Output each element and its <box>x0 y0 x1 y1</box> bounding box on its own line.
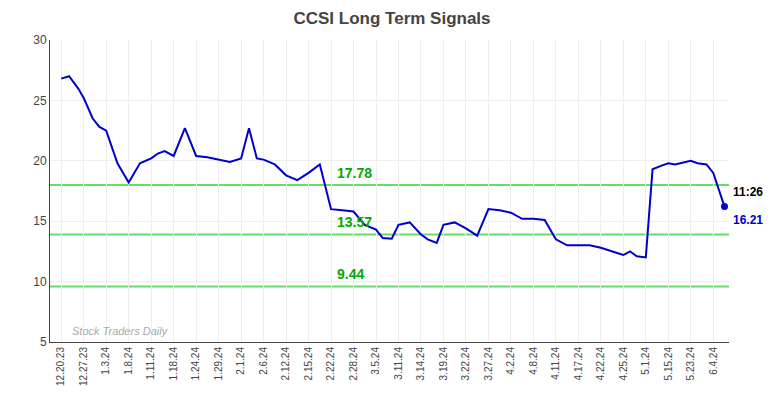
svg-text:20: 20 <box>33 154 47 168</box>
svg-text:2.12.24: 2.12.24 <box>280 347 291 381</box>
svg-text:4.25.24: 4.25.24 <box>618 347 629 381</box>
svg-text:10: 10 <box>33 275 47 289</box>
svg-text:Stock Traders Daily: Stock Traders Daily <box>72 325 169 337</box>
svg-text:9.44: 9.44 <box>337 266 364 282</box>
svg-text:4.2.24: 4.2.24 <box>505 347 516 375</box>
svg-text:2.15.24: 2.15.24 <box>303 347 314 381</box>
svg-text:3.27.24: 3.27.24 <box>483 347 494 381</box>
svg-text:5: 5 <box>40 335 47 349</box>
svg-text:5.23.24: 5.23.24 <box>685 347 696 381</box>
svg-text:1.24.24: 1.24.24 <box>190 347 201 381</box>
svg-text:5.1.24: 5.1.24 <box>640 347 651 375</box>
svg-text:4.22.24: 4.22.24 <box>595 347 606 381</box>
svg-text:3.5.24: 3.5.24 <box>370 347 381 375</box>
svg-text:2.22.24: 2.22.24 <box>325 347 336 381</box>
svg-text:4.11.24: 4.11.24 <box>550 347 561 380</box>
svg-text:5.15.24: 5.15.24 <box>663 347 674 381</box>
svg-text:12.20.23: 12.20.23 <box>55 347 66 386</box>
svg-text:2.28.24: 2.28.24 <box>348 347 359 381</box>
svg-text:25: 25 <box>33 94 47 108</box>
svg-text:4.17.24: 4.17.24 <box>573 347 584 381</box>
svg-text:30: 30 <box>33 33 47 47</box>
svg-text:1.18.24: 1.18.24 <box>168 347 179 381</box>
svg-text:12.27.23: 12.27.23 <box>78 347 89 386</box>
svg-text:1.11.24: 1.11.24 <box>145 347 156 380</box>
svg-text:1.8.24: 1.8.24 <box>123 347 134 375</box>
svg-text:11:26: 11:26 <box>733 185 763 199</box>
svg-text:3.22.24: 3.22.24 <box>460 347 471 381</box>
svg-text:3.11.24: 3.11.24 <box>393 347 404 380</box>
svg-text:6.4.24: 6.4.24 <box>708 347 719 375</box>
svg-text:3.19.24: 3.19.24 <box>438 347 449 381</box>
svg-text:CCSI Long Term Signals: CCSI Long Term Signals <box>293 9 490 28</box>
svg-text:2.6.24: 2.6.24 <box>258 347 269 375</box>
svg-text:17.78: 17.78 <box>337 165 372 181</box>
svg-text:1.29.24: 1.29.24 <box>213 347 224 381</box>
svg-text:15: 15 <box>33 214 47 228</box>
svg-text:16.21: 16.21 <box>733 213 763 227</box>
svg-text:2.1.24: 2.1.24 <box>235 347 246 375</box>
svg-text:1.3.24: 1.3.24 <box>100 347 111 375</box>
svg-text:4.8.24: 4.8.24 <box>528 347 539 375</box>
svg-text:3.14.24: 3.14.24 <box>415 347 426 381</box>
svg-text:13.57: 13.57 <box>337 214 372 230</box>
